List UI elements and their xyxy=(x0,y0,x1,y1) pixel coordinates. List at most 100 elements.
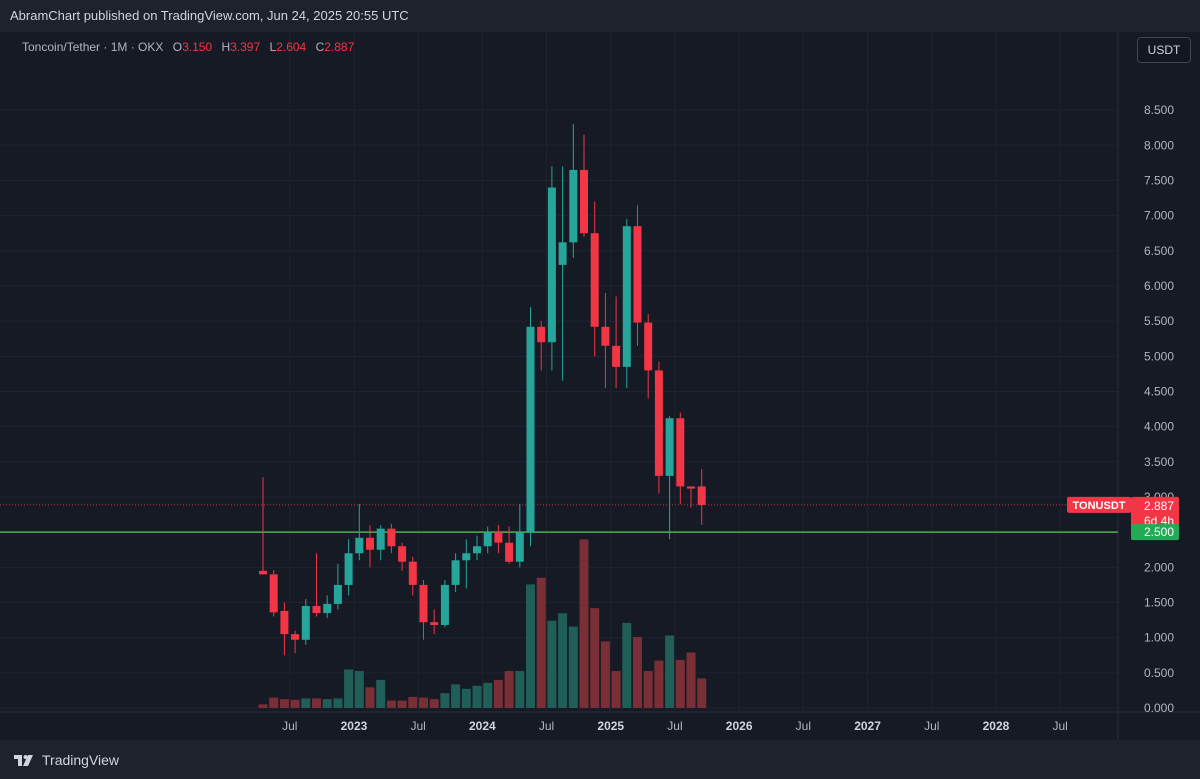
candle-body xyxy=(483,532,492,547)
volume-bar xyxy=(279,699,289,708)
candle-body xyxy=(301,606,310,640)
volume-bar xyxy=(376,679,386,708)
volume-bar xyxy=(579,539,589,708)
volume-bar xyxy=(697,678,707,708)
candle-body xyxy=(269,574,278,613)
candle-body xyxy=(601,326,610,346)
publisher-header: AbramChart published on TradingView.com,… xyxy=(0,0,1200,32)
time-tick-label: 2026 xyxy=(726,719,753,733)
price-tick-label: 8.500 xyxy=(1144,103,1174,117)
volume-bar xyxy=(600,641,610,708)
candle-body xyxy=(430,622,439,626)
symbol-tag: TONUSDT xyxy=(1073,500,1126,512)
support-label: 2.500 xyxy=(1144,525,1174,539)
candle-body xyxy=(569,169,578,243)
time-tick-label: 2028 xyxy=(983,719,1010,733)
time-tick-label: Jul xyxy=(539,719,554,733)
volume-bar xyxy=(440,693,450,708)
volume-bar xyxy=(397,700,407,708)
price-tick-label: 0.000 xyxy=(1144,701,1174,715)
volume-bar xyxy=(408,696,418,708)
volume-bar xyxy=(493,679,503,708)
close-label: C xyxy=(315,40,325,54)
tradingview-logo[interactable]: TradingView xyxy=(14,752,119,768)
candle-body xyxy=(398,546,407,562)
candle-body xyxy=(333,584,342,604)
volume-bar xyxy=(558,613,568,708)
volume-bar xyxy=(472,685,482,708)
candle-body xyxy=(687,486,695,489)
open-label: O xyxy=(172,40,183,54)
candle-body xyxy=(440,584,449,626)
symbol-tag-bg xyxy=(1067,496,1131,513)
volume-bar xyxy=(365,687,375,708)
candle-body xyxy=(323,603,332,614)
time-tick-label: Jul xyxy=(924,719,939,733)
candle-body xyxy=(312,606,321,614)
candle-body xyxy=(505,542,514,562)
close-value: 2.887 xyxy=(324,40,355,54)
price-tick-label: 2.000 xyxy=(1144,560,1174,574)
time-tick-label: 2027 xyxy=(854,719,881,733)
price-tick-label: 7.000 xyxy=(1144,209,1174,223)
candle-body xyxy=(376,528,385,550)
candle-body xyxy=(344,553,353,585)
volume-bar xyxy=(354,671,364,708)
volume-bar xyxy=(547,620,557,708)
time-tick-label: 2025 xyxy=(597,719,624,733)
volume-bar xyxy=(333,698,343,708)
price-tick-label: 0.500 xyxy=(1144,666,1174,680)
candle-body xyxy=(526,326,535,533)
high-label: H xyxy=(221,40,231,54)
low-label: L xyxy=(269,40,277,54)
symbol-title: Toncoin/Tether · 1M · OKX xyxy=(22,40,164,54)
volume-bar xyxy=(675,659,685,708)
volume-bar xyxy=(386,700,396,708)
support-badge xyxy=(1131,524,1179,541)
low-value: 2.604 xyxy=(276,40,307,54)
price-tick-label: 5.000 xyxy=(1144,349,1174,363)
candle-body xyxy=(697,486,706,505)
candle-body xyxy=(622,226,631,367)
candle-body xyxy=(676,418,685,487)
ohlc-legend: Toncoin/Tether · 1M · OKX O3.150 H3.397 … xyxy=(22,40,354,54)
high-value: 3.397 xyxy=(230,40,261,54)
volume-bar xyxy=(665,635,675,708)
volume-bar xyxy=(515,671,525,708)
volume-bar xyxy=(301,698,311,708)
time-tick-label: Jul xyxy=(410,719,425,733)
volume-bar xyxy=(622,622,632,708)
candle-body xyxy=(419,584,428,623)
chart-frame[interactable] xyxy=(0,32,1200,740)
candle-body xyxy=(408,561,417,585)
candle-body xyxy=(654,370,663,476)
candle-body xyxy=(580,169,588,234)
candle-body xyxy=(515,532,524,562)
candle-body xyxy=(291,634,300,640)
tradingview-logo-icon xyxy=(14,754,33,766)
volume-bar xyxy=(686,652,696,708)
time-tick-label: Jul xyxy=(667,719,682,733)
tradingview-brand: TradingView xyxy=(42,751,120,768)
price-tick-label: 4.500 xyxy=(1144,384,1174,398)
time-tick-label: 2024 xyxy=(469,719,496,733)
volume-bar xyxy=(344,669,354,708)
candle-body xyxy=(355,537,364,554)
volume-bar xyxy=(269,697,279,708)
candle-body xyxy=(387,528,396,547)
price-tick-label: 7.500 xyxy=(1144,173,1174,187)
last-price-label: 2.887 xyxy=(1144,499,1174,513)
candle-body xyxy=(473,546,481,554)
volume-bar xyxy=(429,699,439,708)
price-tick-label: 1.500 xyxy=(1144,595,1174,609)
price-tick-label: 8.000 xyxy=(1144,138,1174,152)
currency-button[interactable]: USDT xyxy=(1137,37,1191,63)
price-tick-label: 3.500 xyxy=(1144,455,1174,469)
candle-body xyxy=(259,570,267,575)
time-tick-label: 2023 xyxy=(341,719,368,733)
candle-body xyxy=(612,345,621,367)
volume-bar xyxy=(526,584,535,708)
candle-body xyxy=(665,418,674,476)
volume-bar xyxy=(322,699,332,708)
